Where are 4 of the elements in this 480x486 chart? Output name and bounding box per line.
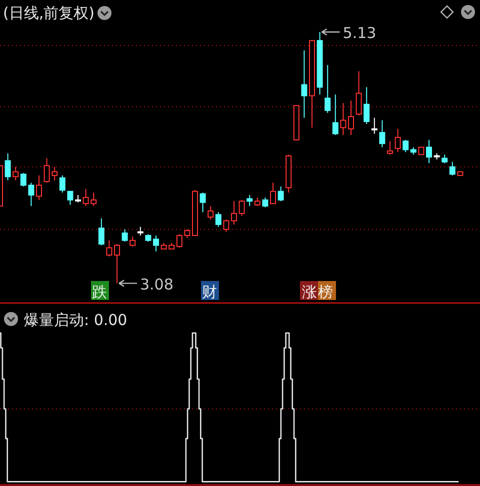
chart-title: (日线,前复权): [3, 4, 94, 22]
annotation: 3.08: [140, 275, 174, 294]
chart-title: 爆量启动: 0.00: [24, 311, 128, 329]
annotation: 5.13: [342, 24, 376, 42]
